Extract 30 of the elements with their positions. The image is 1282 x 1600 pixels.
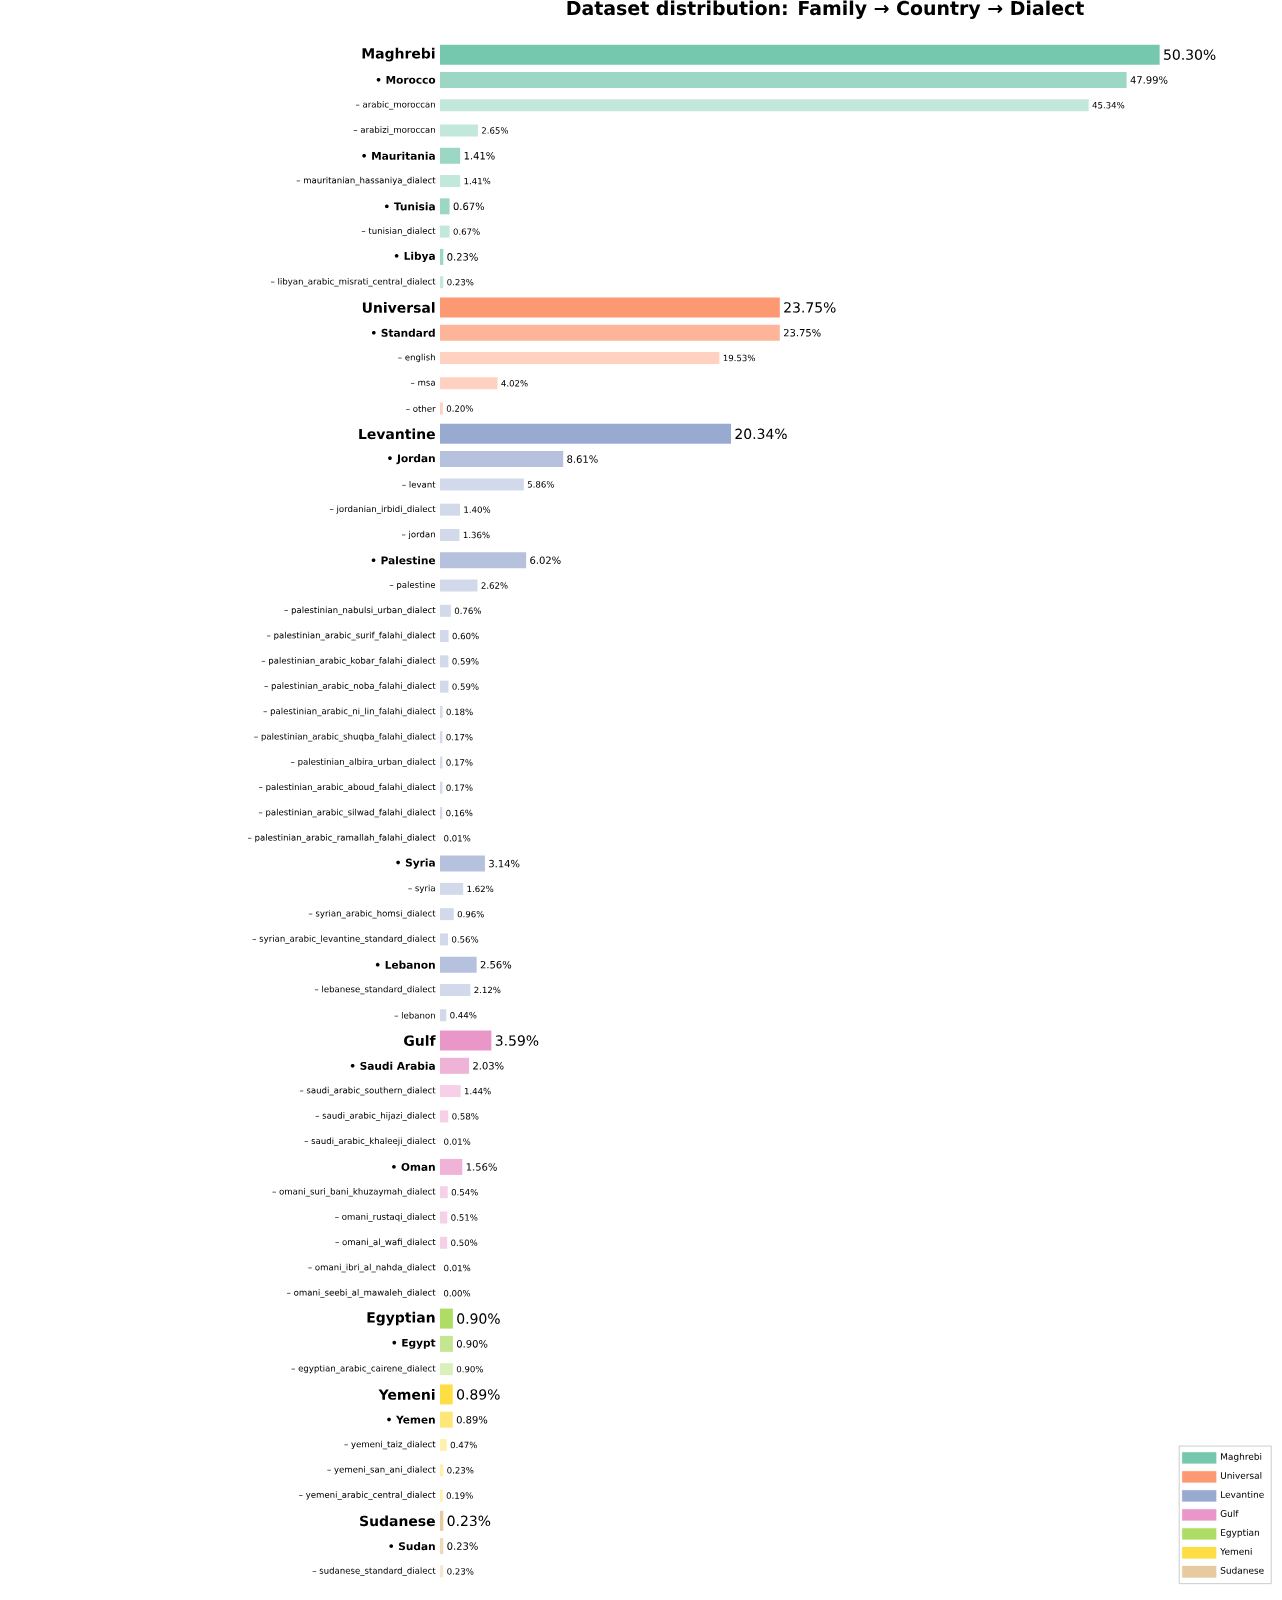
bar bbox=[440, 147, 461, 164]
bar bbox=[440, 680, 449, 693]
chart-title: Dataset distribution: Family → Country → Dialect bbox=[567, 0, 1084, 20]
bar bbox=[440, 1110, 449, 1123]
bar bbox=[440, 908, 454, 921]
bar bbox=[440, 655, 449, 668]
bar bbox=[440, 528, 460, 541]
bar bbox=[440, 377, 498, 390]
bar bbox=[440, 124, 478, 137]
bar bbox=[440, 99, 1089, 112]
bar bbox=[440, 604, 451, 617]
bar bbox=[440, 71, 1127, 88]
bar bbox=[440, 225, 450, 238]
bar bbox=[440, 882, 464, 895]
bar bbox=[440, 933, 449, 946]
bar bbox=[440, 579, 478, 592]
bar bbox=[440, 1438, 447, 1451]
bar bbox=[440, 198, 450, 215]
bar bbox=[440, 1211, 448, 1224]
bar bbox=[440, 1186, 448, 1199]
bar bbox=[440, 1085, 461, 1098]
bar bbox=[440, 478, 524, 491]
bar bbox=[440, 175, 461, 188]
bar bbox=[440, 1236, 448, 1249]
bar bbox=[440, 630, 449, 643]
bar bbox=[440, 503, 461, 516]
bar bbox=[440, 1335, 453, 1352]
bar bbox=[440, 352, 720, 364]
bar bbox=[440, 1009, 447, 1022]
bar bbox=[440, 983, 471, 996]
